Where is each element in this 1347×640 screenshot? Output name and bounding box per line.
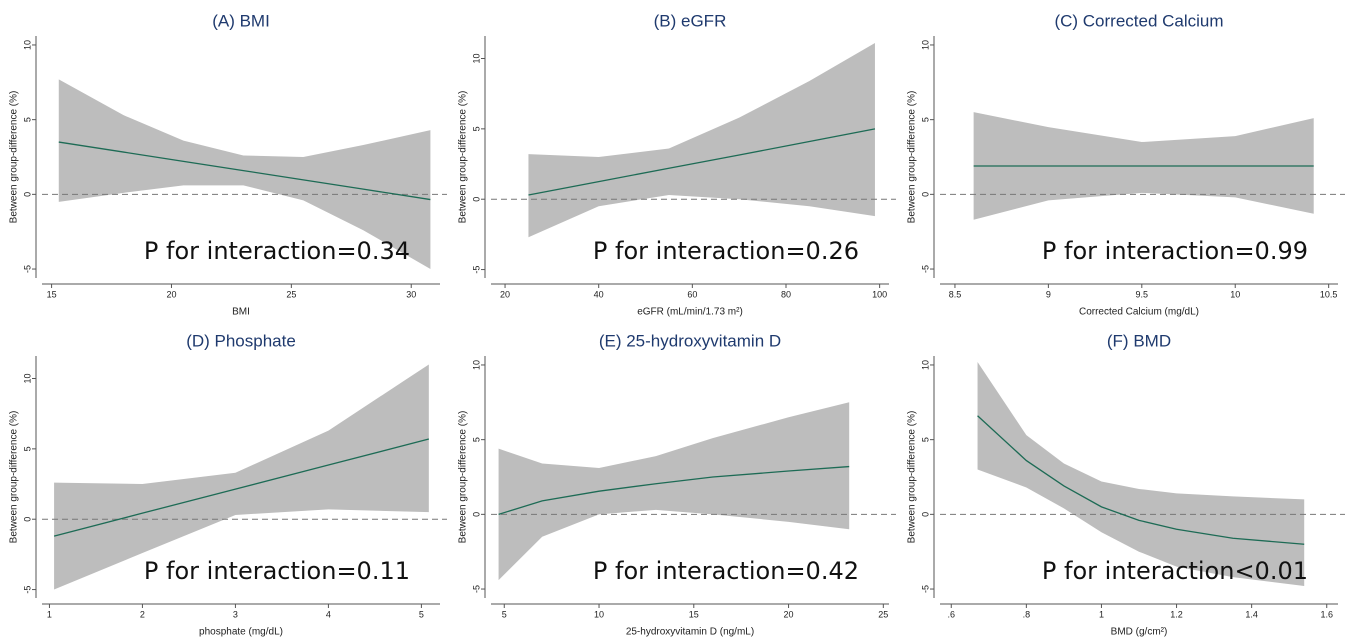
x-axis-title: phosphate (mg/dL) (199, 627, 283, 638)
x-tick-label: 15 (47, 289, 57, 299)
y-tick-label: 0 (920, 512, 930, 517)
annotation: P for interaction=0.42 (593, 557, 859, 585)
y-tick-label: 0 (22, 517, 32, 522)
x-tick-label: 1.4 (1245, 609, 1258, 619)
x-tick-label: 5 (419, 609, 424, 619)
x-axis-title: Corrected Calcium (mg/dL) (1079, 307, 1199, 318)
y-tick-label: 5 (471, 437, 481, 442)
y-tick-label: 0 (920, 192, 930, 197)
y-tick-label: 5 (920, 117, 930, 122)
y-tick-label: 10 (920, 40, 930, 50)
x-tick-label: 20 (784, 609, 794, 619)
ci-band (54, 364, 429, 590)
ci-band (58, 79, 431, 270)
y-tick-label: -5 (22, 265, 32, 273)
x-tick-label: 4 (326, 609, 331, 619)
y-tick-label: 5 (471, 126, 481, 131)
x-tick-label: 20 (166, 289, 176, 299)
ci-band (498, 402, 850, 581)
y-axis-title: Between group-difference (%) (9, 411, 20, 544)
y-tick-label: 10 (471, 360, 481, 370)
y-tick-label: 0 (471, 512, 481, 517)
y-tick-label: 10 (920, 360, 930, 370)
annotation: P for interaction=0.11 (144, 557, 410, 585)
x-tick-label: 25 (878, 609, 888, 619)
x-tick-label: 9.5 (1136, 289, 1149, 299)
x-tick-label: 1.6 (1320, 609, 1333, 619)
y-tick-label: 5 (22, 117, 32, 122)
y-tick-label: 0 (471, 197, 481, 202)
x-tick-label: 3 (233, 609, 238, 619)
x-tick-label: 10.5 (1320, 289, 1338, 299)
y-tick-label: -5 (471, 266, 481, 274)
y-axis-title: Between group-difference (%) (458, 91, 469, 224)
panel-title: (B) eGFR (654, 11, 727, 30)
x-tick-label: 2 (140, 609, 145, 619)
x-axis-title: BMI (232, 307, 250, 318)
x-tick-label: 25 (286, 289, 296, 299)
x-tick-label: 100 (872, 289, 887, 299)
x-tick-label: .8 (1023, 609, 1031, 619)
ci-band (528, 43, 875, 238)
fitted-line (977, 415, 1305, 545)
annotation: P for interaction=0.34 (144, 237, 410, 265)
x-tick-label: 10 (594, 609, 604, 619)
y-tick-label: 10 (22, 40, 32, 50)
x-tick-label: 80 (781, 289, 791, 299)
x-axis-title: BMD (g/cm²) (1111, 627, 1168, 638)
fitted-line (53, 438, 430, 537)
x-axis-title: eGFR (mL/min/1.73 m²) (637, 307, 743, 318)
x-tick-label: 20 (500, 289, 510, 299)
y-tick-label: 10 (471, 54, 481, 64)
x-tick-label: 15 (689, 609, 699, 619)
fitted-line (498, 465, 850, 515)
y-tick-label: -5 (920, 585, 930, 593)
y-tick-label: 10 (22, 374, 32, 384)
fitted-line (528, 128, 876, 196)
y-axis-title: Between group-difference (%) (9, 91, 20, 224)
y-tick-label: 5 (22, 446, 32, 451)
x-tick-label: 1 (1099, 609, 1104, 619)
panel-title: (C) Corrected Calcium (1054, 11, 1223, 30)
y-tick-label: -5 (920, 265, 930, 273)
y-tick-label: -5 (471, 585, 481, 593)
x-axis-title: 25-hydroxyvitamin D (ng/mL) (626, 627, 754, 638)
x-tick-label: 8.5 (949, 289, 962, 299)
annotation: P for interaction=0.99 (1042, 237, 1308, 265)
x-tick-label: 60 (687, 289, 697, 299)
x-tick-label: 9 (1046, 289, 1051, 299)
x-tick-label: 40 (594, 289, 604, 299)
x-tick-label: 10 (1230, 289, 1240, 299)
x-tick-label: .6 (948, 609, 956, 619)
x-tick-label: 1 (47, 609, 52, 619)
panel-title: (D) Phosphate (186, 331, 296, 350)
y-tick-label: 0 (22, 192, 32, 197)
panel-title: (F) BMD (1107, 331, 1171, 350)
y-tick-label: -5 (22, 586, 32, 594)
annotation: P for interaction<0.01 (1042, 557, 1308, 585)
y-tick-label: 5 (920, 437, 930, 442)
x-tick-label: 30 (406, 289, 416, 299)
y-axis-title: Between group-difference (%) (907, 91, 918, 224)
x-tick-label: 1.2 (1170, 609, 1183, 619)
fitted-line (58, 141, 431, 201)
annotation: P for interaction=0.26 (593, 237, 859, 265)
y-axis-title: Between group-difference (%) (907, 411, 918, 544)
y-axis-title: Between group-difference (%) (458, 411, 469, 544)
panel-title: (E) 25-hydroxyvitamin D (599, 331, 781, 350)
ci-band (977, 361, 1305, 587)
x-tick-label: 5 (502, 609, 507, 619)
panel-title: (A) BMI (212, 11, 270, 30)
